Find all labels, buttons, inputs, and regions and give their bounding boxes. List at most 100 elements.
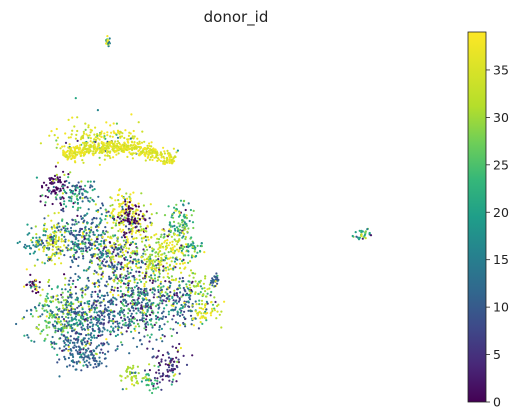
scatter-point: [67, 136, 70, 139]
scatter-point: [127, 286, 130, 289]
scatter-point: [103, 258, 106, 261]
scatter-point: [157, 241, 160, 244]
scatter-point: [182, 280, 185, 283]
scatter-point: [213, 309, 216, 312]
scatter-point: [146, 248, 149, 251]
scatter-point: [60, 233, 64, 236]
scatter-point: [77, 319, 81, 322]
scatter-point: [113, 297, 116, 300]
scatter-point: [101, 202, 104, 205]
scatter-point: [28, 232, 31, 235]
scatter-point: [173, 245, 176, 248]
scatter-point: [55, 306, 58, 309]
scatter-point: [85, 247, 88, 250]
scatter-point: [132, 221, 136, 224]
scatter-point: [159, 280, 163, 283]
scatter-point: [174, 308, 177, 311]
scatter-point: [58, 358, 61, 361]
scatter-point: [100, 312, 103, 315]
scatter-point: [57, 236, 61, 239]
scatter-point: [159, 292, 162, 295]
scatter-point: [170, 260, 173, 263]
scatter-point: [172, 328, 175, 331]
scatter-point: [79, 154, 83, 157]
scatter-point: [133, 327, 136, 330]
scatter-point: [89, 333, 92, 337]
scatter-point: [177, 239, 180, 242]
scatter-point: [146, 224, 149, 227]
scatter-point: [192, 226, 195, 230]
scatter-point: [139, 266, 142, 269]
scatter-point: [75, 234, 78, 237]
scatter-point: [117, 325, 120, 328]
scatter-point: [172, 211, 176, 214]
scatter-point: [162, 259, 165, 262]
scatter-point: [119, 250, 122, 253]
scatter-point: [124, 219, 127, 222]
scatter-point: [160, 388, 163, 391]
scatter-point: [132, 293, 135, 296]
scatter-point: [357, 238, 361, 241]
scatter-point: [47, 214, 50, 217]
scatter-point: [184, 254, 187, 257]
scatter-point: [106, 231, 109, 234]
scatter-point: [55, 198, 58, 201]
scatter-point: [130, 140, 133, 143]
scatter-point: [45, 228, 49, 231]
scatter-point: [157, 295, 160, 298]
scatter-point: [109, 245, 112, 248]
scatter-point: [53, 234, 56, 237]
scatter-point: [180, 295, 183, 298]
scatter-point: [84, 245, 87, 248]
scatter-point: [43, 309, 46, 312]
scatter-point: [56, 285, 59, 288]
scatter-point: [21, 317, 24, 320]
scatter-point: [163, 252, 166, 255]
scatter-point: [148, 260, 151, 263]
scatter-point: [188, 283, 191, 287]
scatter-point: [94, 138, 98, 142]
scatter-point: [99, 234, 102, 237]
scatter-point: [50, 296, 53, 299]
scatter-point: [126, 270, 129, 273]
scatter-point: [72, 355, 75, 359]
scatter-point: [94, 136, 97, 139]
scatter-point: [73, 160, 77, 163]
scatter-point: [190, 256, 193, 259]
scatter-point: [181, 247, 185, 251]
scatter-point: [150, 145, 153, 148]
scatter-point: [57, 211, 60, 214]
scatter-point: [136, 266, 139, 269]
scatter-point: [134, 304, 137, 307]
scatter-point: [141, 317, 144, 320]
scatter-point: [157, 255, 160, 258]
scatter-point: [152, 382, 156, 385]
scatter-point: [77, 221, 80, 224]
scatter-point: [96, 229, 99, 232]
scatter-point: [93, 308, 97, 311]
scatter-point: [124, 250, 127, 253]
scatter-point: [116, 136, 120, 139]
scatter-point: [97, 320, 100, 323]
scatter-point: [172, 314, 175, 317]
scatter-point: [145, 245, 148, 248]
scatter-point: [216, 310, 219, 313]
scatter-point: [100, 140, 103, 144]
scatter-point: [82, 364, 85, 367]
scatter-point: [182, 224, 185, 227]
scatter-point: [112, 296, 115, 299]
scatter-point: [128, 231, 131, 234]
scatter-point: [65, 325, 68, 328]
scatter-point: [168, 228, 171, 231]
scatter-point: [130, 312, 133, 315]
scatter-point: [126, 219, 129, 222]
scatter-point: [124, 241, 128, 244]
scatter-point: [150, 274, 153, 277]
scatter-point: [125, 274, 128, 278]
scatter-point: [51, 342, 54, 345]
scatter-point: [151, 324, 154, 327]
scatter-point: [184, 294, 187, 297]
scatter-point: [103, 315, 106, 318]
scatter-point: [137, 258, 140, 261]
scatter-point: [82, 315, 85, 318]
